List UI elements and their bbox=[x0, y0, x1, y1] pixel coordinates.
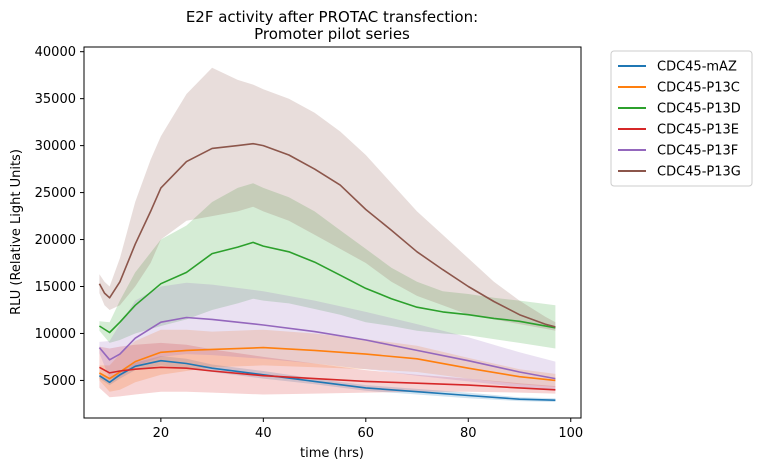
confidence-band-1 bbox=[99, 329, 556, 392]
legend-label-1: CDC45-P13C bbox=[657, 81, 740, 96]
confidence-bands bbox=[99, 67, 556, 402]
x-tick-label-0: 20 bbox=[153, 426, 170, 441]
y-tick-label-0: 5000 bbox=[43, 374, 76, 389]
x-tick-label-2: 60 bbox=[358, 426, 375, 441]
series-line-2 bbox=[98, 241, 556, 334]
series-line-4 bbox=[98, 316, 556, 380]
confidence-band-5 bbox=[99, 67, 556, 331]
y-tick-label-1: 10000 bbox=[35, 327, 76, 342]
legend-label-2: CDC45-P13D bbox=[657, 102, 741, 117]
legend-label-5: CDC45-P13G bbox=[657, 165, 741, 180]
chart-title-line2: Promoter pilot series bbox=[254, 25, 410, 43]
x-axis: 20 40 60 80 100 bbox=[153, 418, 583, 441]
legend: CDC45-mAZ CDC45-P13C CDC45-P13D CDC45-P13E C… bbox=[610, 50, 753, 187]
plot-frame bbox=[83, 46, 582, 419]
y-axis: 5000 10000 15000 20000 25000 30000 35000 40000 bbox=[35, 45, 84, 389]
chart-title-line1: E2F activity after PROTAC transfection: bbox=[186, 8, 478, 26]
legend-box bbox=[610, 50, 753, 187]
legend-label-3: CDC45-P13E bbox=[657, 123, 739, 138]
series-line-0 bbox=[98, 359, 556, 401]
confidence-band-0 bbox=[99, 356, 556, 402]
y-tick-label-5: 30000 bbox=[35, 139, 76, 154]
confidence-band-2 bbox=[99, 183, 556, 349]
x-tick-label-3: 80 bbox=[460, 426, 477, 441]
y-tick-label-7: 40000 bbox=[35, 45, 76, 60]
y-tick-label-2: 15000 bbox=[35, 280, 76, 295]
series-line-3 bbox=[99, 366, 556, 391]
y-tick-label-3: 20000 bbox=[35, 233, 76, 248]
legend-label-0: CDC45-mAZ bbox=[657, 60, 737, 75]
series-lines bbox=[98, 142, 556, 401]
y-tick-label-4: 25000 bbox=[35, 186, 76, 201]
y-axis-label: RLU (Relative Light Units) bbox=[9, 149, 24, 315]
y-tick-label-6: 35000 bbox=[35, 92, 76, 107]
x-axis-label: time (hrs) bbox=[300, 446, 364, 461]
x-tick-label-4: 100 bbox=[558, 426, 583, 441]
legend-label-4: CDC45-P13F bbox=[657, 144, 738, 159]
series-line-5 bbox=[98, 142, 556, 328]
x-tick-label-1: 40 bbox=[255, 426, 272, 441]
